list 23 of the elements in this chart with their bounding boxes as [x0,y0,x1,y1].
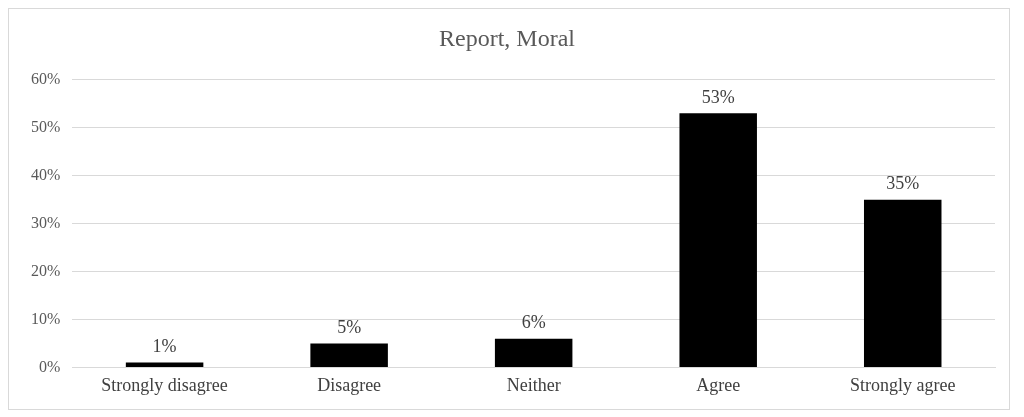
x-tick-label: Agree [696,374,741,395]
data-label: 53% [701,87,735,108]
bar [494,338,573,367]
y-tick-label: 50% [31,117,61,135]
bar [310,343,388,367]
chart-title: Report, Moral [439,24,576,51]
x-tick-label: Neither [506,374,561,395]
y-tick-label: 10% [31,309,61,327]
data-label: 5% [337,317,362,338]
data-label: 35% [886,173,920,194]
x-tick-label: Strongly agree [850,374,956,395]
bar [679,113,757,367]
y-tick-label: 30% [31,213,61,231]
bar [125,362,204,367]
y-tick-label: 0% [39,357,61,375]
x-tick-label: Strongly disagree [101,374,228,395]
x-tick-label: Disagree [317,374,382,395]
y-tick-label: 20% [31,261,61,279]
data-label: 1% [152,336,177,357]
data-label: 6% [521,312,546,333]
y-tick-label: 40% [31,165,61,183]
bar [863,199,942,367]
y-tick-label: 60% [31,70,61,87]
